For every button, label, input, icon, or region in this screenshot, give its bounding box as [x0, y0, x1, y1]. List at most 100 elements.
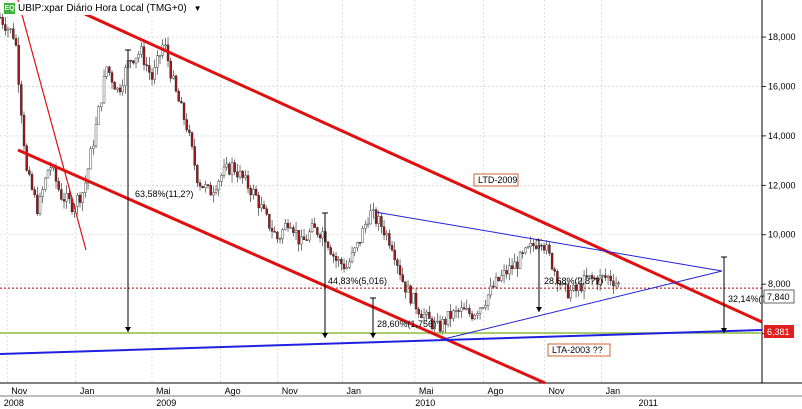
candlestick-series	[0, 12, 620, 336]
candle-body	[326, 241, 330, 248]
candle-body	[204, 184, 207, 189]
candle-body	[289, 227, 292, 229]
candle-body	[49, 167, 52, 171]
candle-body	[225, 163, 228, 168]
lta-label-box[interactable]	[547, 343, 611, 357]
candle-body	[25, 145, 28, 171]
candle-body	[500, 275, 503, 281]
ticker-title[interactable]: UBIP:xpar Diário Hora Local (TMG+0)	[18, 3, 187, 14]
candle-body	[4, 24, 7, 31]
candle-body	[169, 60, 172, 79]
measure-arrow-5-head	[721, 328, 727, 333]
measure-label-5: 32,14%(?	[728, 294, 767, 304]
candle-body	[177, 90, 180, 102]
candle-body	[358, 242, 362, 244]
candle-body	[60, 189, 63, 200]
candle-body	[84, 182, 87, 193]
candle-body	[569, 290, 572, 299]
candle-body	[6, 28, 10, 31]
candle-body	[273, 231, 276, 233]
candle-body	[438, 320, 442, 332]
candle-body	[270, 228, 274, 232]
candle-body	[409, 285, 412, 304]
equity-icon: EQ	[4, 3, 15, 14]
candle-body	[89, 148, 92, 170]
candle-body	[188, 129, 191, 133]
candle-body	[398, 265, 402, 276]
measure-label-1: 63,58%(11,2?)	[135, 189, 193, 199]
candle-body	[148, 65, 151, 73]
month-label: Mai	[156, 386, 171, 396]
candle-body	[212, 192, 215, 196]
candle-body	[614, 283, 618, 287]
candle-body	[214, 189, 218, 193]
candle-body	[38, 196, 42, 214]
measure-arrow-2-head	[322, 333, 328, 338]
ltd-label-box[interactable]	[473, 173, 519, 187]
candle-body	[342, 263, 346, 269]
y-tick-label: 8,000	[768, 279, 791, 289]
candle-body	[116, 87, 119, 90]
candle-body	[441, 319, 444, 332]
candle-body	[129, 60, 132, 62]
candle-body	[577, 283, 580, 291]
candle-body	[217, 180, 220, 191]
candle-body	[100, 102, 103, 107]
candle-body	[420, 313, 423, 319]
candle-body	[68, 193, 71, 199]
candle-body	[44, 177, 47, 190]
y-tick-label: 16,000	[768, 81, 796, 91]
year-label: 2009	[156, 398, 176, 408]
month-label: Nov	[548, 386, 565, 396]
candle-body	[558, 283, 562, 285]
candle-body	[113, 82, 116, 90]
candle-body	[278, 238, 282, 241]
candle-body	[0, 17, 2, 19]
candle-body	[412, 293, 415, 304]
triangle-lower-line[interactable]	[443, 270, 723, 340]
candle-body	[513, 261, 516, 269]
candle-body	[428, 311, 431, 319]
candle-body	[396, 259, 399, 266]
candle-body	[36, 194, 39, 214]
drawn-trendlines[interactable]	[0, 0, 763, 385]
caret-down-icon[interactable]: ▼	[193, 4, 202, 13]
candle-body	[254, 188, 258, 196]
steep-trendline[interactable]	[17, 0, 87, 251]
lta-2003-line[interactable]	[0, 329, 763, 355]
candle-body	[364, 224, 367, 229]
candle-body	[302, 236, 306, 240]
candle-body	[62, 199, 66, 202]
month-label: Jan	[606, 386, 621, 396]
candle-body	[142, 46, 146, 65]
candle-body	[580, 283, 583, 292]
candle-body	[492, 285, 495, 288]
candle-body	[110, 72, 114, 83]
candle-body	[425, 311, 428, 315]
candle-body	[433, 321, 436, 330]
candle-body	[65, 193, 68, 202]
candle-body	[337, 258, 340, 261]
y-tick-label: 14,000	[768, 131, 796, 141]
candle-body	[564, 283, 567, 285]
ltd-2009-lower-line[interactable]	[17, 148, 546, 385]
y-tick-label: 18,000	[768, 32, 796, 42]
price-level-tag	[763, 289, 795, 304]
candle-body	[14, 38, 18, 46]
candle-body	[332, 254, 335, 257]
triangle-upper-line[interactable]	[374, 211, 723, 272]
candle-body	[401, 274, 404, 282]
candle-body	[276, 231, 279, 240]
candle-body	[548, 244, 551, 254]
candle-body	[494, 277, 498, 288]
candle-body	[316, 227, 319, 235]
candle-body	[97, 106, 100, 125]
candle-body	[94, 124, 98, 147]
candle-body	[137, 54, 140, 59]
candle-body	[156, 55, 159, 68]
ltd-2009-upper-line[interactable]	[84, 12, 763, 324]
ticker-header[interactable]: EQ UBIP:xpar Diário Hora Local (TMG+0) ▼	[4, 2, 202, 15]
candle-body	[134, 57, 138, 64]
